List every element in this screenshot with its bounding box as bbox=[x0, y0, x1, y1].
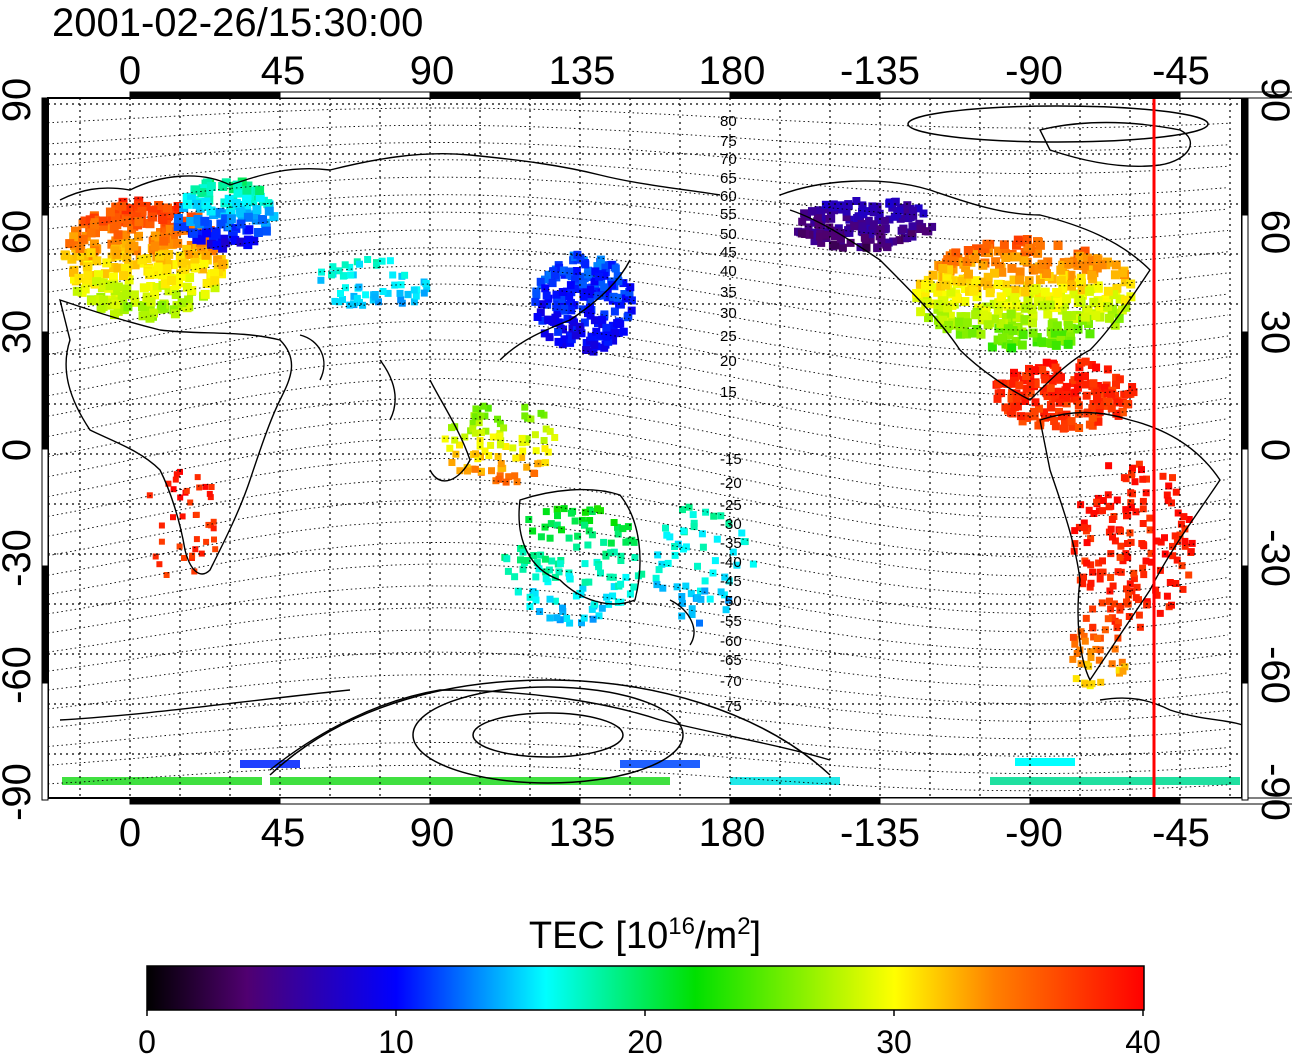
contour-label: 70 bbox=[720, 151, 737, 168]
grid-lines bbox=[48, 98, 1242, 798]
contour-label: 80 bbox=[720, 113, 737, 130]
top-lon-tick-label: 0 bbox=[119, 49, 141, 93]
contour-label: 25 bbox=[720, 328, 737, 345]
colorbar-label: TEC [1016/m2] bbox=[529, 913, 761, 957]
left-latitude-ticks: 90 60 30 0 -30 -60 -90 bbox=[0, 78, 39, 821]
page-title: 2001-02-26/15:30:00 bbox=[52, 1, 424, 45]
top-lon-tick-label: -90 bbox=[1005, 49, 1063, 93]
bottom-lon-tick-label: -90 bbox=[1005, 811, 1063, 855]
left-lat-tick-label: -30 bbox=[0, 529, 39, 587]
top-lon-tick-label: 90 bbox=[410, 49, 455, 93]
contour-label: -60 bbox=[720, 633, 742, 650]
contour-label: 75 bbox=[720, 133, 737, 150]
left-lat-tick-label: 90 bbox=[0, 78, 39, 123]
bottom-lon-tick-label: 90 bbox=[410, 811, 455, 855]
right-lat-tick-label: 0 bbox=[1253, 439, 1292, 461]
contour-label: -50 bbox=[720, 593, 742, 610]
colorbar-tick-label: 20 bbox=[627, 1024, 663, 1057]
right-lat-tick-label: 90 bbox=[1253, 78, 1292, 123]
contour-label: -15 bbox=[720, 451, 742, 468]
map-border-bars bbox=[41, 91, 1292, 805]
contour-label: 50 bbox=[720, 226, 737, 243]
contour-label: 65 bbox=[720, 170, 737, 187]
right-lat-tick-label: -30 bbox=[1253, 529, 1292, 587]
contour-label: -20 bbox=[720, 475, 742, 492]
colorbar: TEC [1016/m2] 0 10 20 30 40 bbox=[138, 913, 1161, 1057]
left-lat-tick-label: 0 bbox=[0, 439, 39, 461]
top-longitude-ticks: 0 45 90 135 180 -135 -90 -45 bbox=[119, 49, 1210, 93]
bottom-lon-tick-label: -45 bbox=[1152, 811, 1210, 855]
top-lon-tick-label: -135 bbox=[840, 49, 920, 93]
colorbar-tick-label: 10 bbox=[378, 1024, 414, 1057]
contour-label: -35 bbox=[720, 535, 742, 552]
right-lat-tick-label: -90 bbox=[1253, 763, 1292, 821]
top-lon-tick-label: 135 bbox=[549, 49, 616, 93]
top-lon-tick-label: 180 bbox=[699, 49, 766, 93]
right-latitude-ticks: 90 60 30 0 -30 -60 -90 bbox=[1253, 78, 1292, 821]
left-lat-tick-label: -90 bbox=[0, 763, 39, 821]
coastlines bbox=[59, 121, 1242, 771]
contour-label: -25 bbox=[720, 497, 742, 514]
contour-label: 55 bbox=[720, 206, 737, 223]
contour-label: 15 bbox=[720, 384, 737, 401]
left-lat-tick-label: -60 bbox=[0, 646, 39, 704]
bottom-lon-tick-label: 0 bbox=[119, 811, 141, 855]
colorbar-ticks: 0 10 20 30 40 bbox=[138, 1010, 1161, 1057]
bottom-lon-tick-label: 45 bbox=[261, 811, 306, 855]
bottom-lon-tick-label: -135 bbox=[840, 811, 920, 855]
contour-label: -30 bbox=[720, 516, 742, 533]
contour-label: 20 bbox=[720, 353, 737, 370]
colorbar-tick-label: 40 bbox=[1125, 1024, 1161, 1057]
colorbar-tick-label: 0 bbox=[138, 1024, 156, 1057]
contour-label: 60 bbox=[720, 188, 737, 205]
right-lat-tick-label: 30 bbox=[1253, 310, 1292, 355]
contour-label: -40 bbox=[720, 554, 742, 571]
right-lat-tick-label: -60 bbox=[1253, 646, 1292, 704]
contour-label: -55 bbox=[720, 613, 742, 630]
left-lat-tick-label: 60 bbox=[0, 210, 39, 255]
contour-label: 45 bbox=[720, 244, 737, 261]
contour-label: -70 bbox=[720, 673, 742, 690]
contour-label: -45 bbox=[720, 573, 742, 590]
right-lat-tick-label: 60 bbox=[1253, 210, 1292, 255]
colorbar-tick-label: 30 bbox=[876, 1024, 912, 1057]
bottom-longitude-ticks: 0 45 90 135 180 -135 -90 -45 bbox=[119, 811, 1210, 855]
top-lon-tick-label: -45 bbox=[1152, 49, 1210, 93]
contour-label: -65 bbox=[720, 652, 742, 669]
bottom-lon-tick-label: 135 bbox=[549, 811, 616, 855]
colorbar-gradient bbox=[146, 965, 1145, 1011]
left-lat-tick-label: 30 bbox=[0, 310, 39, 355]
contour-label: 40 bbox=[720, 263, 737, 280]
contour-label: -75 bbox=[720, 698, 742, 715]
contour-label: 30 bbox=[720, 305, 737, 322]
top-lon-tick-label: 45 bbox=[261, 49, 306, 93]
magnetic-latitude-contours bbox=[48, 105, 1229, 792]
contour-label: 35 bbox=[720, 284, 737, 301]
bottom-lon-tick-label: 180 bbox=[699, 811, 766, 855]
